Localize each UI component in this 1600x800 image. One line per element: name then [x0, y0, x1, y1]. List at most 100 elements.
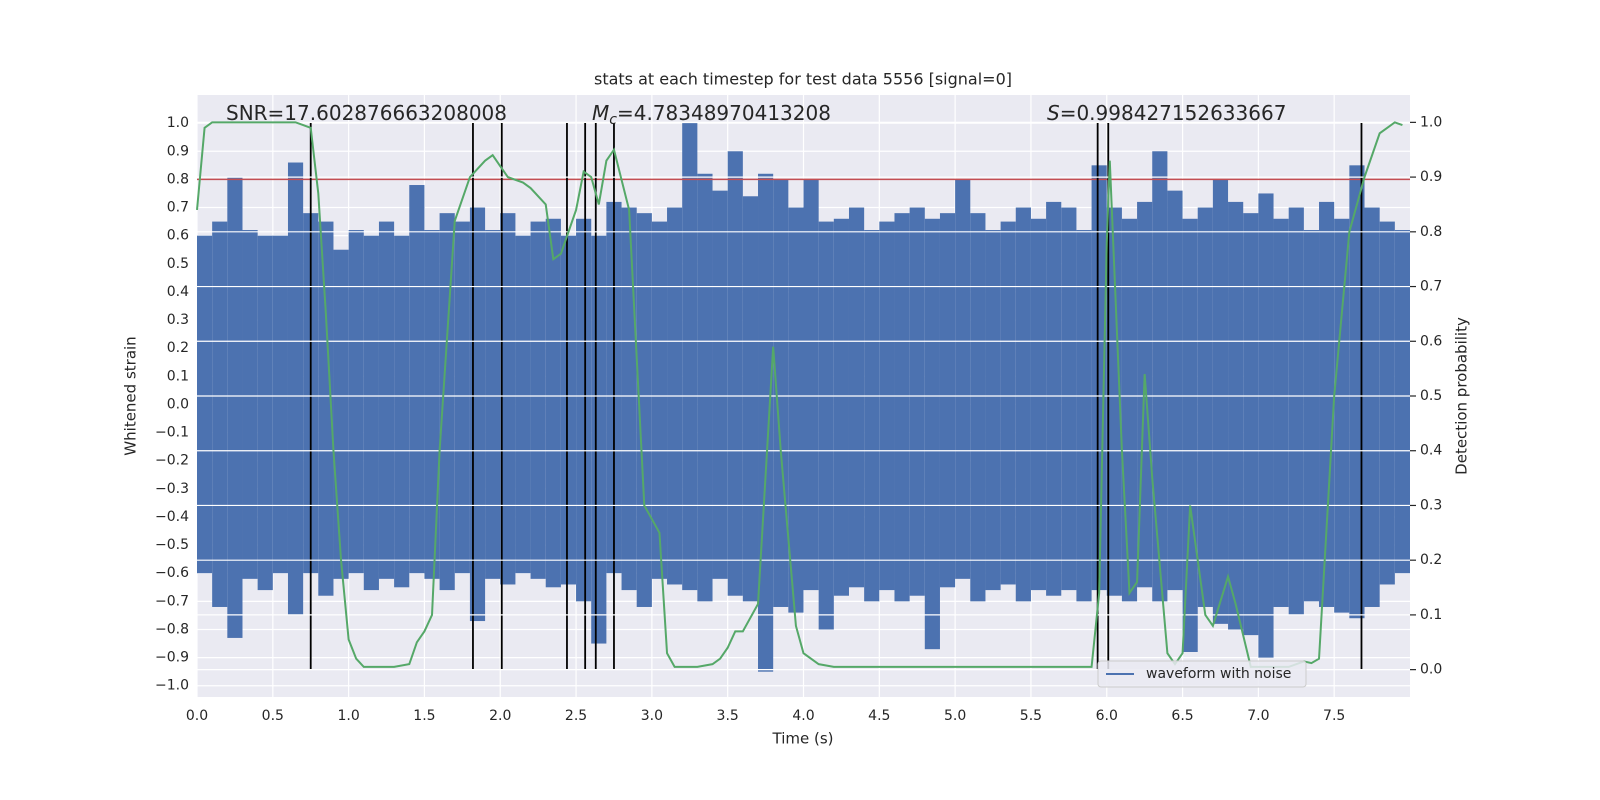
waveform-bin: [833, 218, 849, 596]
x-tick-label: 7.0: [1247, 708, 1269, 724]
waveform-bin: [363, 235, 379, 591]
waveform-bin: [348, 230, 364, 574]
waveform-bin: [287, 162, 304, 616]
x-tick-label: 3.5: [717, 708, 739, 724]
annotation: S=0.998427152633667: [1047, 101, 1286, 125]
y-tick-label: −0.9: [155, 650, 189, 666]
y-tick-label: −0.2: [155, 453, 189, 469]
waveform-bin: [515, 235, 531, 574]
waveform-bin: [712, 190, 728, 579]
x-axis-label: Time (s): [772, 730, 834, 748]
waveform-bin: [1334, 218, 1350, 613]
waveform-bin: [424, 230, 440, 579]
y2-tick-label: 1.0: [1420, 114, 1442, 130]
waveform-bin: [894, 213, 910, 602]
waveform-bin: [1379, 221, 1395, 585]
waveform-bin: [788, 207, 804, 613]
waveform-bin: [242, 230, 258, 579]
x-tick-label: 6.5: [1171, 708, 1193, 724]
waveform-bin: [1091, 165, 1107, 591]
x-tick-label: 1.0: [337, 708, 359, 724]
waveform-bin: [1015, 207, 1031, 602]
annotation: Mc=4.78348970413208: [592, 101, 831, 129]
y-tick-label: 0.3: [167, 312, 189, 328]
x-tick-label: 4.5: [868, 708, 890, 724]
y2-tick-label: 0.9: [1420, 169, 1442, 185]
waveform-bin: [1243, 213, 1259, 636]
y-tick-label: −0.1: [155, 425, 189, 441]
y2-tick-label: 0.8: [1420, 224, 1442, 240]
x-tick-label: 2.5: [565, 708, 587, 724]
waveform-bin: [1273, 218, 1289, 607]
waveform-bin: [879, 221, 895, 591]
waveform-bin: [439, 213, 455, 591]
waveform-bin: [848, 207, 865, 588]
legend-box: [1097, 660, 1307, 688]
waveform-bin: [1152, 151, 1168, 602]
waveform-bin: [1030, 218, 1047, 591]
waveform-bin: [545, 218, 561, 588]
waveform-bin: [272, 235, 288, 574]
waveform-bin: [318, 221, 334, 596]
waveform-bin: [1197, 207, 1213, 607]
waveform-bin: [818, 221, 834, 630]
y-tick-label: 0.8: [167, 171, 189, 187]
chart-title: stats at each timestep for test data 555…: [594, 70, 1012, 89]
annotation-text: SNR=17.602876663208008: [226, 101, 507, 125]
probability-line: [196, 121, 1403, 668]
y2-tick-label: 0.3: [1420, 497, 1442, 513]
y-tick-label: 0.6: [167, 228, 189, 244]
annotation-text: =0.998427152633667: [1060, 101, 1287, 125]
y2-tick-label: 0.7: [1420, 279, 1442, 295]
waveform-bin: [682, 123, 698, 591]
waveform-bin: [500, 213, 516, 585]
y2-tick-label: 0.5: [1420, 388, 1442, 404]
waveform-bin: [1303, 230, 1320, 602]
waveform-bin: [394, 235, 410, 588]
waveform-bin: [803, 179, 819, 591]
waveform-bin: [621, 207, 637, 591]
waveform-bin: [1182, 218, 1198, 652]
annotation-symbol: M: [592, 101, 609, 125]
waveform-bin: [727, 151, 743, 596]
waveform-bin: [697, 173, 713, 602]
waveform-bin: [257, 235, 273, 591]
y-tick-label: 0.5: [167, 256, 189, 272]
waveform-bin: [485, 230, 501, 579]
y-tick-label: 0.0: [167, 396, 189, 412]
x-tick-label: 2.0: [489, 708, 511, 724]
x-tick-label: 0.0: [186, 708, 208, 724]
y-tick-label: −0.4: [155, 509, 189, 525]
y-tick-label: 1.0: [167, 115, 189, 131]
x-tick-label: 3.0: [641, 708, 663, 724]
y-tick-label: 0.9: [167, 143, 189, 159]
waveform-bin: [1258, 193, 1274, 658]
x-tick-label: 5.5: [1020, 708, 1042, 724]
waveform-bin: [530, 221, 546, 579]
y2-tick-label: 0.1: [1420, 607, 1442, 623]
waveform-bin: [1394, 230, 1410, 574]
waveform-bin: [636, 213, 652, 607]
y-tick-label: 0.7: [167, 200, 189, 216]
waveform-bin: [576, 218, 592, 602]
y-tick-label: −1.0: [155, 678, 189, 694]
waveform-bin: [1167, 190, 1183, 591]
waveform-bin: [1106, 207, 1122, 596]
waveform-bin: [197, 235, 213, 574]
waveform-bin: [560, 235, 577, 585]
waveform-bin: [591, 235, 607, 644]
waveform-bin: [773, 179, 789, 607]
y-tick-label: −0.7: [155, 593, 189, 609]
waveform-bin: [409, 185, 425, 574]
waveform-bin: [1319, 201, 1335, 607]
waveform-bin: [1228, 201, 1244, 630]
y-tick-label: −0.5: [155, 537, 189, 553]
waveform-bin: [333, 249, 349, 579]
waveform-bin: [378, 221, 395, 579]
y2-tick-label: 0.6: [1420, 333, 1442, 349]
waveform-bin: [212, 221, 228, 607]
waveform-bin: [1364, 207, 1380, 607]
y-tick-label: 0.2: [167, 340, 189, 356]
waveform-bin: [955, 179, 971, 579]
